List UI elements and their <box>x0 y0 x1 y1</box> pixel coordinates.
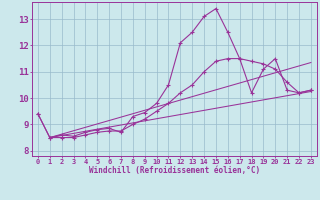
X-axis label: Windchill (Refroidissement éolien,°C): Windchill (Refroidissement éolien,°C) <box>89 166 260 175</box>
